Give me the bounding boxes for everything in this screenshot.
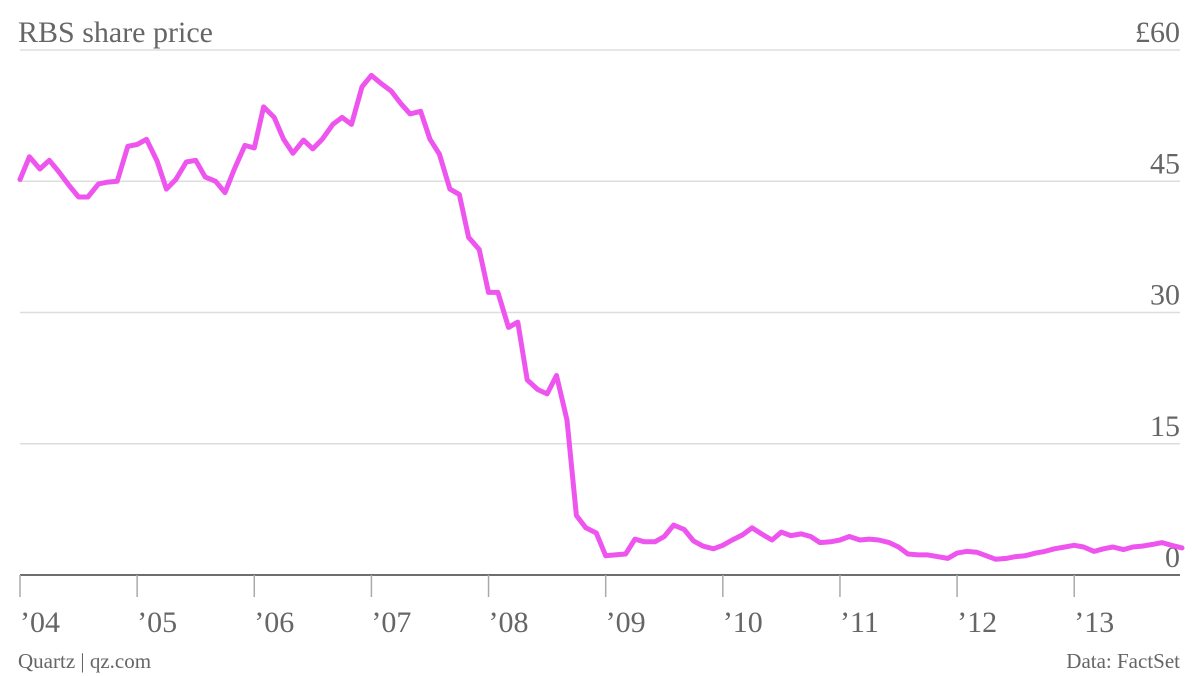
source: Data: FactSet bbox=[1066, 649, 1180, 673]
y-tick-label: 15 bbox=[1150, 410, 1180, 443]
credit: Quartz | qz.com bbox=[18, 649, 151, 673]
y-tick-label: 45 bbox=[1150, 147, 1180, 180]
x-tick-label: ’04 bbox=[20, 606, 60, 639]
y-tick-label: 0 bbox=[1165, 541, 1180, 574]
chart-title: RBS share price bbox=[18, 16, 213, 49]
x-tick-label: ’09 bbox=[606, 606, 646, 639]
x-tick-label: ’05 bbox=[137, 606, 177, 639]
x-tick-label: ’07 bbox=[371, 606, 411, 639]
y-tick-label: £60 bbox=[1135, 16, 1180, 49]
y-tick-label: 30 bbox=[1150, 279, 1180, 312]
x-tick-label: ’06 bbox=[254, 606, 294, 639]
line bbox=[17, 72, 1185, 562]
x-tick-label: ’13 bbox=[1074, 606, 1114, 639]
x-tick-label: ’12 bbox=[957, 606, 997, 639]
x-tick-label: ’08 bbox=[489, 606, 529, 639]
x-tick-label: ’11 bbox=[840, 606, 879, 639]
x-tick-label: ’10 bbox=[723, 606, 763, 639]
